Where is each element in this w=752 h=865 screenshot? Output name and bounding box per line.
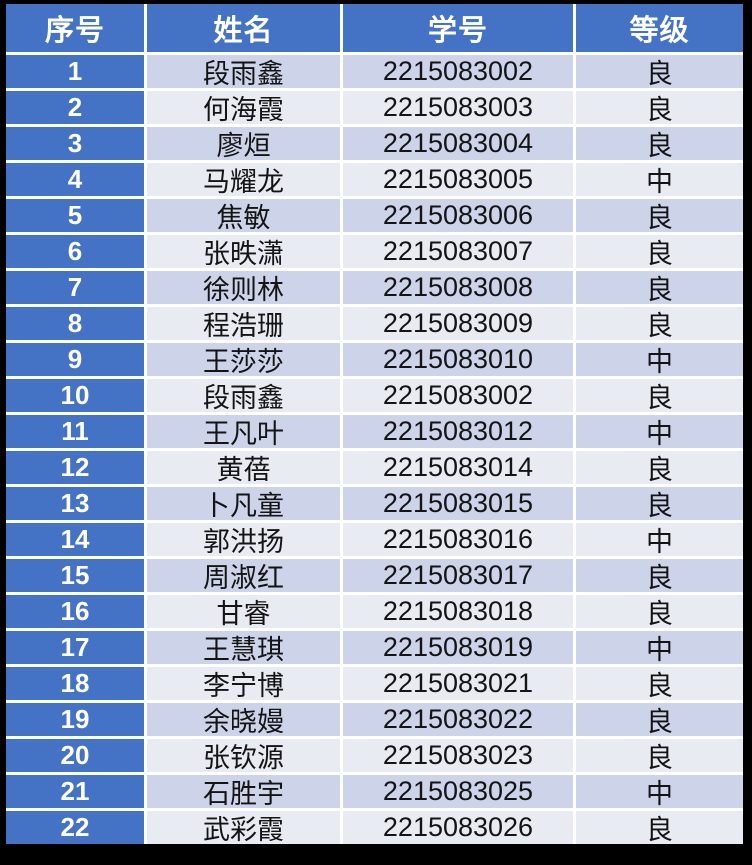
cell-name: 王莎莎 <box>147 343 340 376</box>
cell-grade: 良 <box>576 739 743 772</box>
cell-index: 19 <box>6 703 144 736</box>
cell-student-id: 2215083009 <box>343 307 573 340</box>
cell-student-id: 2215083018 <box>343 595 573 628</box>
cell-index: 20 <box>6 739 144 772</box>
cell-grade: 良 <box>576 487 743 520</box>
cell-student-id: 2215083016 <box>343 523 573 556</box>
cell-index: 7 <box>6 271 144 304</box>
student-grade-table: 序号 姓名 学号 等级 1 段雨鑫 2215083002 良 2 何海霞 221… <box>6 4 743 844</box>
cell-student-id: 2215083012 <box>343 415 573 448</box>
cell-student-id: 2215083017 <box>343 559 573 592</box>
cell-index: 14 <box>6 523 144 556</box>
cell-name: 何海霞 <box>147 91 340 124</box>
cell-index: 22 <box>6 811 144 844</box>
cell-grade: 良 <box>576 307 743 340</box>
cell-index: 5 <box>6 199 144 232</box>
cell-name: 甘睿 <box>147 595 340 628</box>
cell-name: 王慧琪 <box>147 631 340 664</box>
cell-grade: 良 <box>576 55 743 88</box>
cell-name: 徐则林 <box>147 271 340 304</box>
cell-index: 9 <box>6 343 144 376</box>
header-cell-index: 序号 <box>6 4 144 52</box>
cell-index: 13 <box>6 487 144 520</box>
cell-student-id: 2215083003 <box>343 91 573 124</box>
cell-index: 12 <box>6 451 144 484</box>
cell-grade: 良 <box>576 199 743 232</box>
cell-name: 余晓嫚 <box>147 703 340 736</box>
cell-name: 张钦源 <box>147 739 340 772</box>
cell-index: 18 <box>6 667 144 700</box>
cell-student-id: 2215083008 <box>343 271 573 304</box>
cell-name: 程浩珊 <box>147 307 340 340</box>
cell-student-id: 2215083025 <box>343 775 573 808</box>
cell-grade: 良 <box>576 667 743 700</box>
cell-grade: 中 <box>576 631 743 664</box>
cell-student-id: 2215083005 <box>343 163 573 196</box>
cell-name: 周淑红 <box>147 559 340 592</box>
cell-grade: 中 <box>576 523 743 556</box>
cell-name: 王凡叶 <box>147 415 340 448</box>
cell-index: 3 <box>6 127 144 160</box>
cell-index: 2 <box>6 91 144 124</box>
cell-grade: 良 <box>576 235 743 268</box>
cell-grade: 良 <box>576 91 743 124</box>
cell-student-id: 2215083019 <box>343 631 573 664</box>
cell-student-id: 2215083010 <box>343 343 573 376</box>
header-cell-student-id: 学号 <box>343 4 573 52</box>
cell-grade: 良 <box>576 559 743 592</box>
cell-grade: 良 <box>576 271 743 304</box>
cell-student-id: 2215083014 <box>343 451 573 484</box>
cell-grade: 良 <box>576 703 743 736</box>
cell-grade: 良 <box>576 811 743 844</box>
cell-name: 段雨鑫 <box>147 55 340 88</box>
cell-name: 武彩霞 <box>147 811 340 844</box>
cell-index: 10 <box>6 379 144 412</box>
header-cell-grade: 等级 <box>576 4 743 52</box>
cell-name: 焦敏 <box>147 199 340 232</box>
cell-index: 6 <box>6 235 144 268</box>
cell-grade: 良 <box>576 379 743 412</box>
cell-index: 21 <box>6 775 144 808</box>
cell-grade: 中 <box>576 775 743 808</box>
cell-grade: 中 <box>576 343 743 376</box>
cell-index: 11 <box>6 415 144 448</box>
cell-grade: 中 <box>576 163 743 196</box>
cell-student-id: 2215083002 <box>343 379 573 412</box>
cell-index: 15 <box>6 559 144 592</box>
cell-student-id: 2215083023 <box>343 739 573 772</box>
cell-name: 马耀龙 <box>147 163 340 196</box>
cell-index: 16 <box>6 595 144 628</box>
cell-student-id: 2215083026 <box>343 811 573 844</box>
cell-student-id: 2215083004 <box>343 127 573 160</box>
cell-name: 段雨鑫 <box>147 379 340 412</box>
cell-name: 郭洪扬 <box>147 523 340 556</box>
cell-student-id: 2215083015 <box>343 487 573 520</box>
cell-index: 17 <box>6 631 144 664</box>
cell-student-id: 2215083002 <box>343 55 573 88</box>
cell-grade: 中 <box>576 415 743 448</box>
header-cell-name: 姓名 <box>147 4 340 52</box>
cell-index: 8 <box>6 307 144 340</box>
cell-name: 张昳潇 <box>147 235 340 268</box>
cell-student-id: 2215083022 <box>343 703 573 736</box>
cell-name: 廖烜 <box>147 127 340 160</box>
cell-name: 黄蓓 <box>147 451 340 484</box>
cell-student-id: 2215083021 <box>343 667 573 700</box>
cell-grade: 良 <box>576 127 743 160</box>
cell-student-id: 2215083006 <box>343 199 573 232</box>
cell-index: 1 <box>6 55 144 88</box>
cell-index: 4 <box>6 163 144 196</box>
cell-student-id: 2215083007 <box>343 235 573 268</box>
cell-grade: 良 <box>576 451 743 484</box>
cell-grade: 良 <box>576 595 743 628</box>
cell-name: 卜凡童 <box>147 487 340 520</box>
cell-name: 李宁博 <box>147 667 340 700</box>
cell-name: 石胜宇 <box>147 775 340 808</box>
